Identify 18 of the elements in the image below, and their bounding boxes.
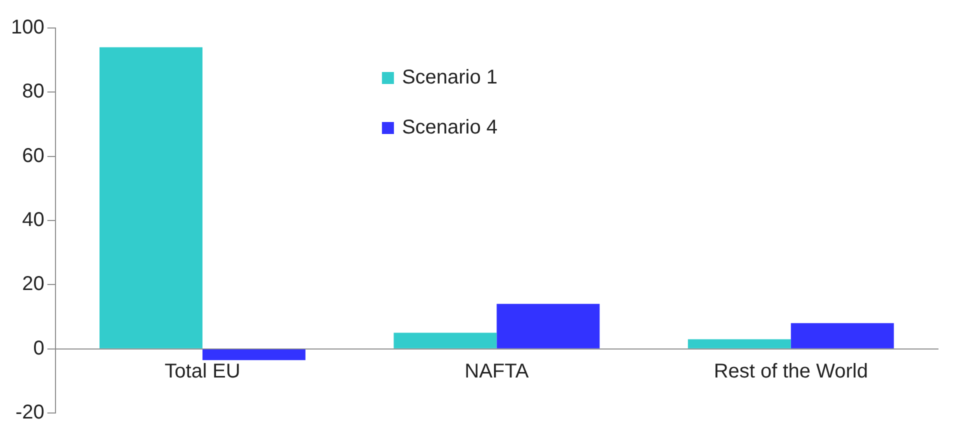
bar [100,47,202,348]
y-tick-label: 100 [10,16,44,39]
y-tick-label: -20 [15,402,44,424]
y-tick-label: 40 [22,209,44,232]
bar [688,339,791,348]
x-tick-label: Total EU [164,360,240,382]
bar [790,323,894,348]
y-tick-label: 60 [22,144,44,167]
x-tick-label: Rest of the World [714,360,868,382]
bar [394,332,497,348]
bar [496,304,600,348]
legend-label: Scenario 1 [402,66,498,89]
x-tick-label: NAFTA [464,360,530,382]
y-tick-label: 80 [22,80,44,103]
bar [202,349,306,360]
y-tick-label: 20 [22,273,44,296]
legend-label: Scenario 4 [402,116,498,139]
y-tick-label: 0 [33,337,44,360]
